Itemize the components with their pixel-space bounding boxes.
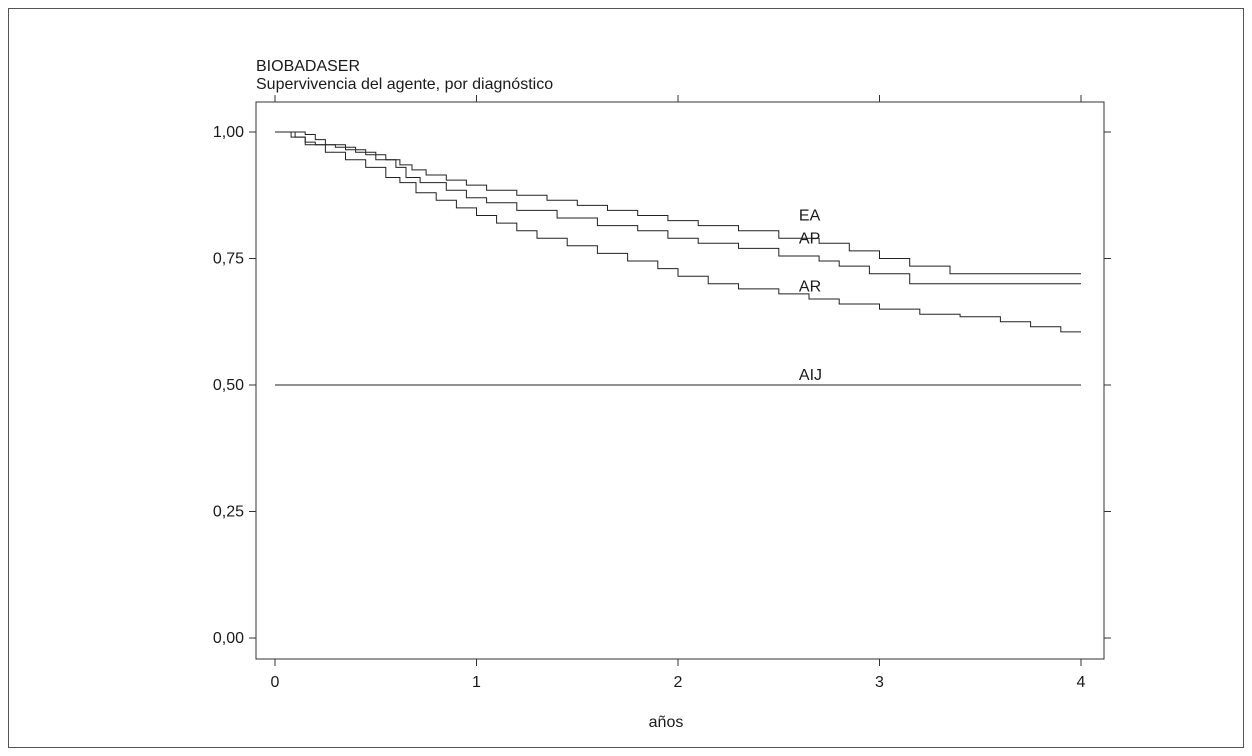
y-tick-label: 0,00 <box>213 630 244 647</box>
series-label-ap: AP <box>799 230 820 247</box>
series-line-ap <box>275 131 1081 285</box>
series-label-aij: AIJ <box>799 367 822 384</box>
y-tick-label: 1,00 <box>213 124 244 141</box>
x-tick-label: 4 <box>1077 674 1086 691</box>
x-axis-label: años <box>649 714 684 731</box>
x-tick-label: 2 <box>674 674 683 691</box>
series-line-ea <box>275 131 1081 275</box>
series-label-ar: AR <box>799 278 821 295</box>
y-tick-label: 0,75 <box>213 251 244 268</box>
survival-chart: BIOBADASER Supervivencia del agente, por… <box>213 58 1111 731</box>
y-tick-label: 0,25 <box>213 504 244 521</box>
x-axis: 0 1 2 3 4 <box>271 95 1086 691</box>
y-tick-label: 0,50 <box>213 377 244 394</box>
figure-frame: BIOBADASER Supervivencia del agente, por… <box>8 8 1244 748</box>
series-line-ar <box>275 131 1081 333</box>
chart-subtitle: Supervivencia del agente, por diagnóstic… <box>256 76 553 93</box>
x-tick-label: 0 <box>271 674 280 691</box>
x-tick-label: 3 <box>875 674 884 691</box>
plot-frame <box>255 101 1105 660</box>
y-axis: 0,00 0,25 0,50 0,75 1,00 <box>213 124 1111 647</box>
chart-title: BIOBADASER <box>256 58 360 75</box>
x-tick-label: 1 <box>472 674 481 691</box>
series-layer: EA AP AR AIJ <box>275 131 1081 386</box>
series-label-ea: EA <box>799 208 821 225</box>
